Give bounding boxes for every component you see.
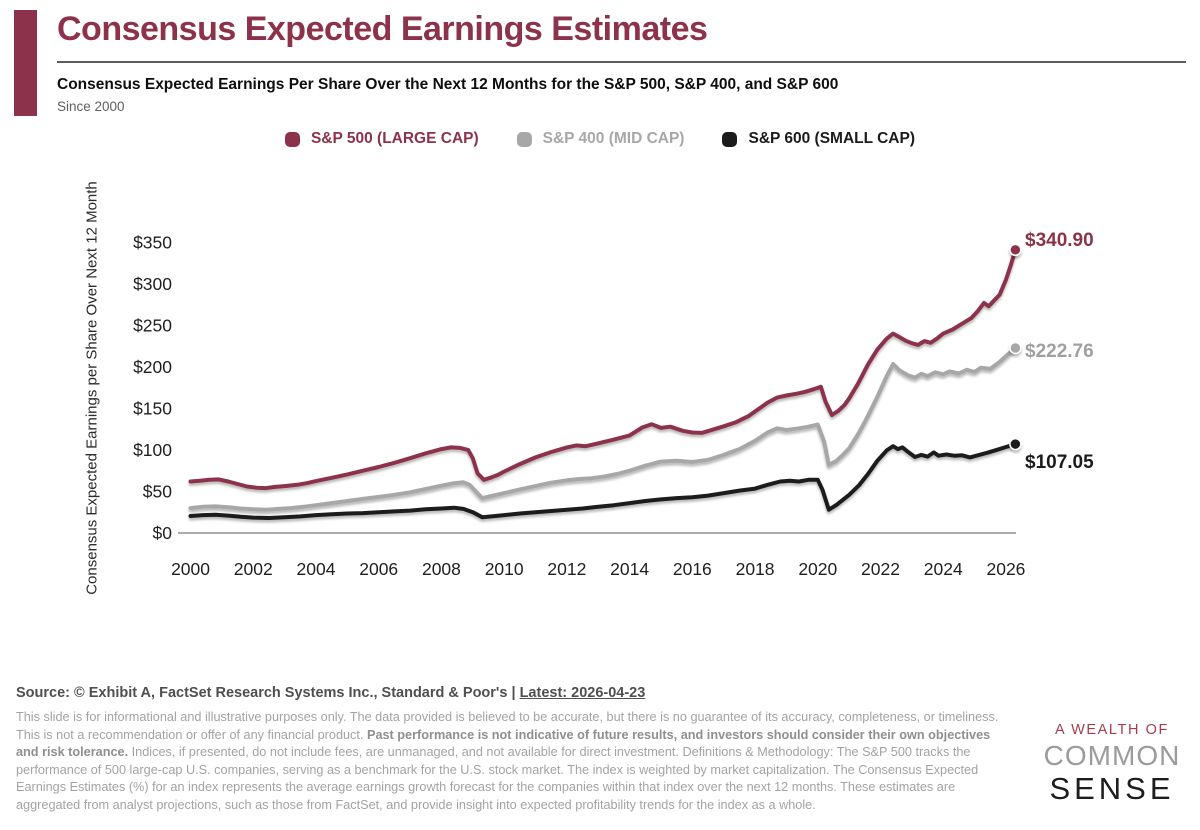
y-tick-label: $200 (133, 357, 172, 377)
end-value-sp400: $222.76 (1025, 341, 1094, 362)
y-tick-label: $300 (133, 274, 172, 294)
chart-legend: S&P 500 (LARGE CAP) S&P 400 (MID CAP) S&… (0, 130, 1200, 148)
series-line-s-p-500-large-cap (188, 247, 1018, 491)
x-tick-label: 2022 (861, 559, 900, 579)
legend-item-sp500[interactable]: S&P 500 (LARGE CAP) (284, 130, 479, 148)
x-tick-label: 2016 (673, 559, 712, 579)
x-tick-label: 2002 (234, 559, 273, 579)
latest-date-link[interactable]: Latest: 2026-04-23 (519, 685, 646, 701)
x-tick-label: 2014 (610, 559, 649, 579)
title-divider (57, 61, 1186, 63)
source-line: Source: © Exhibit A, FactSet Research Sy… (16, 685, 645, 701)
page-title: Consensus Expected Earnings Estimates (57, 10, 708, 48)
disclaimer-bold-segment: Past performance is not indicative of fu… (16, 727, 991, 760)
y-tick-label: $100 (133, 440, 172, 460)
sp600-legend-swatch-icon (722, 131, 738, 147)
logo-line-a-wealth-of: A WEALTH OF (1054, 722, 1169, 738)
disclaimer-segment: Indices, if presented, do not include fe… (16, 745, 979, 812)
legend-label-sp500: S&P 500 (LARGE CAP) (310, 130, 479, 147)
y-tick-label: $350 (133, 232, 172, 252)
y-tick-label: $150 (133, 398, 172, 418)
x-tick-label: 2024 (924, 559, 963, 579)
series-line-s-p-600-small-cap (188, 442, 1018, 520)
y-tick-label: $50 (143, 481, 172, 501)
x-tick-label: 2010 (485, 559, 524, 579)
y-tick-label: $0 (153, 523, 173, 543)
series-line-s-p-400-mid-cap (188, 346, 1018, 512)
sp500-legend-swatch-icon (284, 131, 300, 147)
series-end-dot-s-p-500-large-cap (1009, 243, 1022, 257)
x-tick-label: 2020 (798, 559, 837, 579)
disclaimer-segment: This slide is for informational and illu… (16, 710, 999, 742)
source-text: Source: © Exhibit A, FactSet Research Sy… (16, 685, 520, 701)
x-tick-label: 2000 (171, 559, 210, 579)
brand-logo: A WEALTH OF COMMON SENSE (1036, 723, 1188, 804)
x-tick-label: 2012 (547, 559, 586, 579)
legend-label-sp600: S&P 600 (SMALL CAP) (748, 130, 916, 147)
logo-line-common: COMMON (1043, 739, 1181, 771)
x-tick-label: 2004 (297, 559, 336, 579)
x-tick-label: 2008 (422, 559, 461, 579)
series-end-dot-s-p-600-small-cap (1009, 437, 1022, 451)
since-label: Since 2000 (57, 99, 125, 114)
legend-label-sp400: S&P 400 (MID CAP) (542, 130, 685, 147)
chart-subtitle: Consensus Expected Earnings Per Share Ov… (57, 76, 839, 93)
sp400-legend-swatch-icon (516, 131, 532, 147)
end-value-sp500: $340.90 (1025, 230, 1094, 251)
disclaimer-text: This slide is for informational and illu… (16, 709, 1004, 815)
x-tick-label: 2018 (736, 559, 775, 579)
series-end-dot-s-p-400-mid-cap (1009, 341, 1022, 355)
x-tick-label: 2026 (986, 559, 1025, 579)
line-chart: $0 $50 $100 $150 $200 $250 $300 $350 2000 2002 200… (133, 232, 1025, 579)
logo-line-sense: SENSE (1049, 770, 1175, 806)
y-tick-label: $250 (133, 315, 172, 335)
x-tick-label: 2006 (359, 559, 398, 579)
legend-item-sp400[interactable]: S&P 400 (MID CAP) (516, 130, 685, 148)
end-value-sp600: $107.05 (1025, 452, 1094, 473)
title-accent-bar (14, 10, 37, 116)
legend-item-sp600[interactable]: S&P 600 (SMALL CAP) (722, 130, 915, 148)
